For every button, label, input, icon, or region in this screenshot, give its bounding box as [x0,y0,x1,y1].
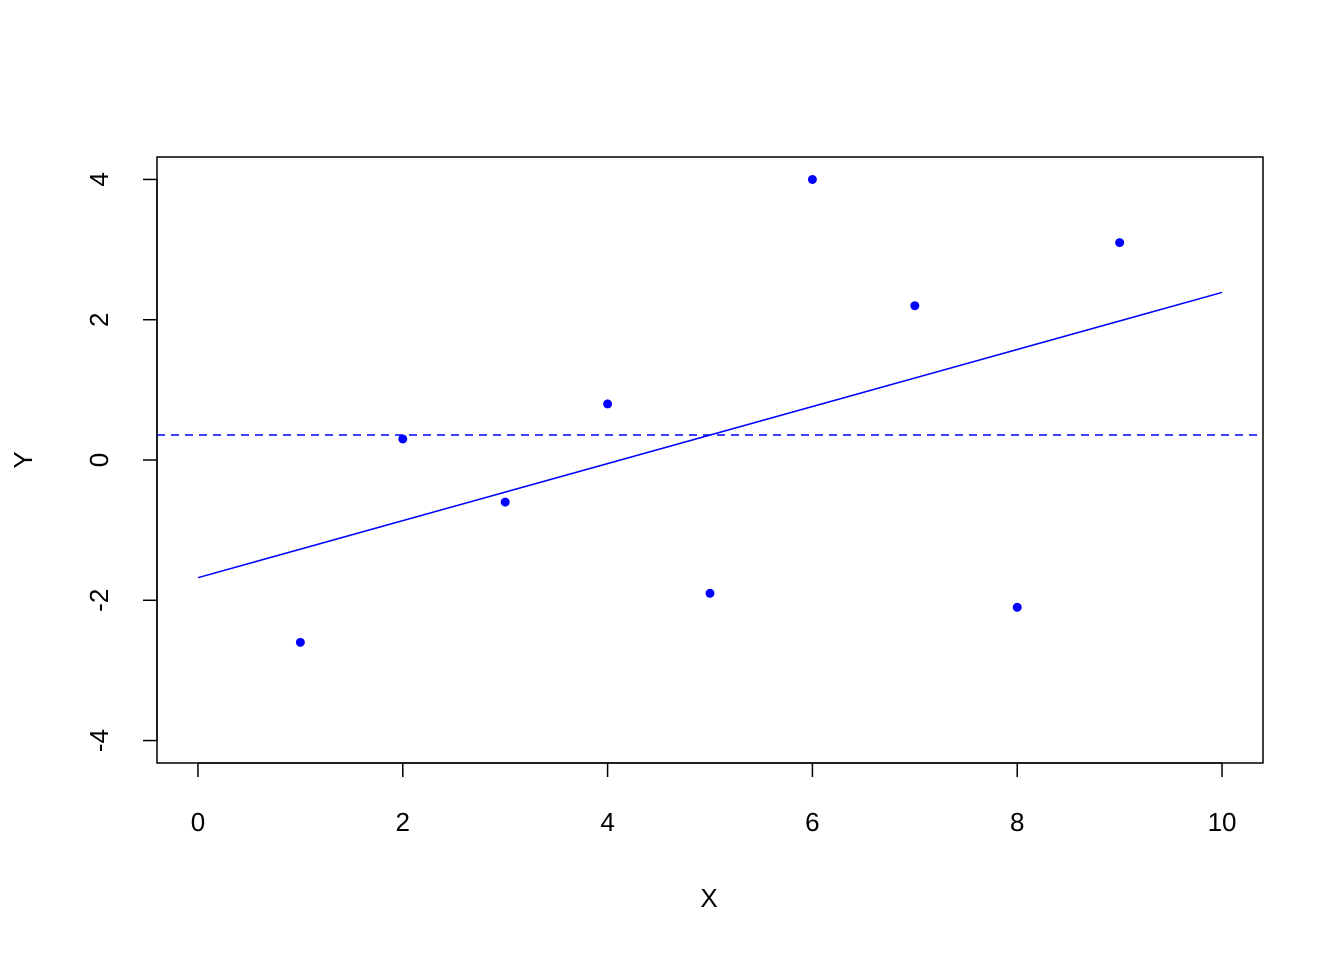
point [705,588,715,598]
x-tick-label: 0 [191,807,205,837]
x-tick-label: 8 [1010,807,1024,837]
y-axis-label: Y [8,451,38,468]
y-tick-label: -4 [84,729,114,752]
x-axis-label: X [700,883,717,913]
point [1012,602,1022,612]
point [1115,238,1125,248]
point [910,301,920,311]
point [295,637,305,647]
fit-line [197,291,1223,579]
x-tick-label: 6 [805,807,819,837]
y-tick-label: 0 [84,453,114,467]
point [500,497,510,507]
plot-frame [156,156,1264,764]
x-tick-label: 4 [600,807,614,837]
y-tick-label: -2 [84,589,114,612]
point [398,434,408,444]
x-tick-label: 2 [396,807,410,837]
y-tick-label: 4 [84,172,114,186]
point [807,174,817,184]
y-tick-label: 2 [84,312,114,326]
point [603,399,613,409]
x-tick-label: 10 [1208,807,1237,837]
